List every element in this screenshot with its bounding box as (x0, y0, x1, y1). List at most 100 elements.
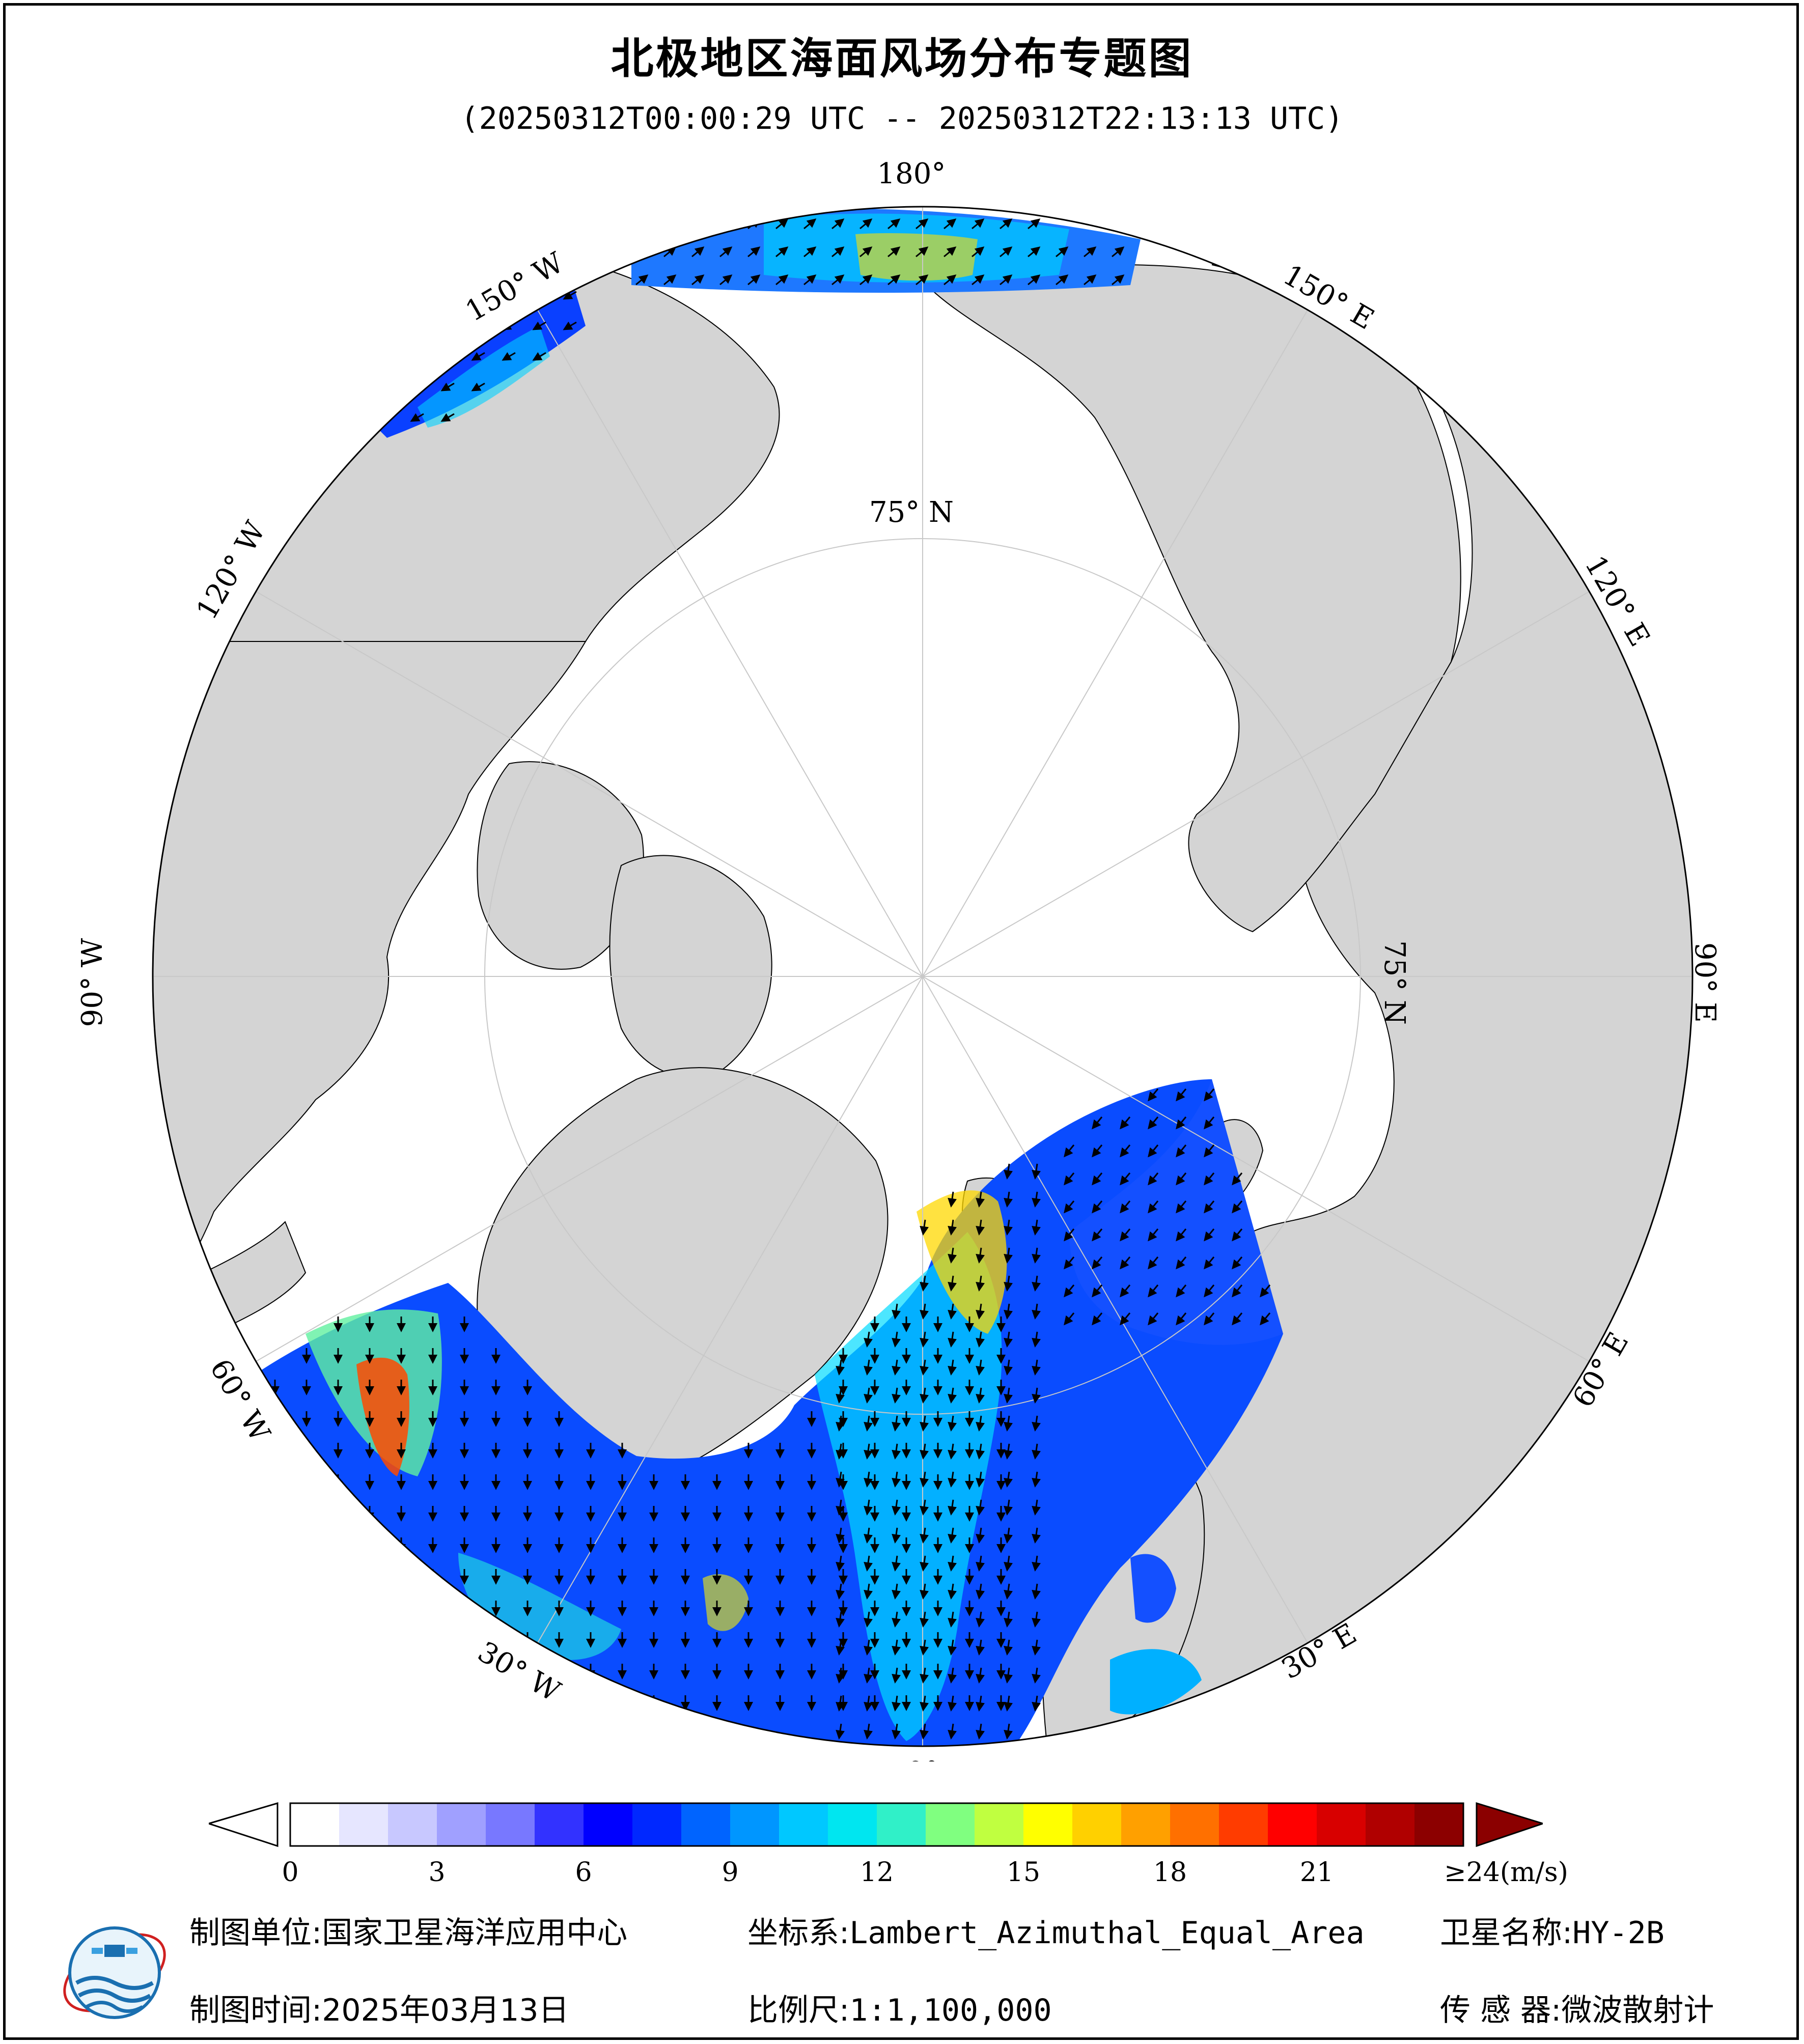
wind-arrow (1004, 1695, 1013, 1712)
wind-arrow (892, 1639, 901, 1656)
wind-arrow (948, 1247, 957, 1264)
wind-arrow (948, 1303, 957, 1320)
wind-arrow (864, 1499, 873, 1516)
colorbar-tick: 6 (575, 1857, 592, 1888)
wind-arrow (1120, 1200, 1131, 1214)
wind-arrow (920, 1499, 929, 1516)
wind-arrow (948, 1583, 957, 1600)
wind-arrow (887, 246, 901, 258)
wind-arrow (864, 1527, 873, 1544)
wind-arrow (976, 1583, 985, 1600)
wind-arrow (1092, 1228, 1103, 1242)
wind-arrow (892, 1611, 901, 1628)
colorbar-cell (828, 1803, 877, 1846)
canadian-archipelago-land (477, 761, 644, 970)
colorbar-tick: 15 (1006, 1857, 1041, 1888)
satellite-value: HY-2B (1572, 1915, 1664, 1951)
wind-arrow (920, 1611, 929, 1628)
wind-arrow (1032, 1639, 1041, 1656)
wind-arrow (892, 1415, 901, 1432)
wind-arrow (948, 1331, 957, 1348)
wind-arrow (1004, 1163, 1013, 1180)
swath-norwegian-yellow (703, 1574, 748, 1631)
wind-arrow (1232, 1284, 1243, 1298)
wind-arrow (1004, 1527, 1013, 1544)
wind-arrow (1204, 1312, 1215, 1326)
lon-label-180: 180° (877, 157, 946, 190)
wind-arrow (719, 218, 733, 230)
graticule (153, 207, 1692, 1746)
nsoas-logo (63, 1926, 166, 2019)
wind-arrow (1032, 1555, 1041, 1572)
wind-arrow (1176, 1228, 1187, 1242)
wind-arrow (920, 1695, 929, 1712)
scale-value: 1:1,100,000 (849, 1993, 1052, 2028)
colorbar-cell (486, 1803, 535, 1846)
wind-arrow (1004, 1667, 1013, 1684)
satellite-label: 卫星名称: (1440, 1915, 1573, 1951)
wind-arrow (1004, 1359, 1013, 1376)
sensor-label: 传 感 器: (1440, 1993, 1562, 2028)
latitude-labels: 75° N 75° N (869, 496, 1411, 1025)
wind-arrow (1004, 1639, 1013, 1656)
wind-arrow (943, 274, 957, 286)
colorbar-cell (730, 1803, 780, 1846)
wind-arrow (440, 413, 455, 422)
colorbar-cell (1023, 1803, 1073, 1846)
wind-arrow (864, 1611, 873, 1628)
lon-label-0: 0° (906, 1756, 939, 1761)
wind-arrow (948, 1443, 957, 1460)
wind-arrow (1092, 1312, 1103, 1326)
scale-label: 比例尺: (747, 1993, 850, 2028)
wind-arrow (864, 1471, 873, 1488)
wind-arrow (976, 1667, 985, 1684)
wind-arrow (1004, 1583, 1013, 1600)
colorbar-cell (1366, 1803, 1415, 1846)
wind-arrow (1084, 246, 1097, 258)
wind-arrow (1004, 1275, 1013, 1292)
crs-value: Lambert_Azimuthal_Equal_Area (849, 1915, 1365, 1951)
wind-arrow (803, 218, 817, 230)
wind-arrow (1148, 1172, 1159, 1186)
wind-arrow (1204, 1172, 1215, 1186)
wind-arrow (836, 1359, 845, 1376)
wind-arrow (1064, 1312, 1075, 1326)
wind-arrow (920, 1667, 929, 1684)
wind-arrow (836, 1583, 845, 1600)
wind-arrow (892, 1583, 901, 1600)
wind-arrow (691, 218, 705, 230)
colorbar-cell (1414, 1803, 1464, 1846)
wind-arrow (836, 1639, 845, 1656)
wind-arrow (948, 1611, 957, 1628)
wind-arrow (1000, 274, 1013, 286)
wind-arrow (864, 1387, 873, 1404)
wind-arrow (471, 352, 485, 361)
colorbar-tick: 0 (282, 1857, 299, 1888)
wind-arrow (976, 1303, 985, 1320)
polar-map[interactable]: 180° 150° W 120° W 90° W 60° W 30° W 0° … (0, 0, 1804, 1761)
wind-arrow (864, 1415, 873, 1432)
colorbar-outline (289, 1802, 1464, 1847)
wind-arrow (440, 382, 455, 391)
crs-label: 坐标系: (747, 1915, 850, 1951)
date-label: 制图时间: (189, 1993, 322, 2028)
wind-arrow (892, 1443, 901, 1460)
colorbar-cell (632, 1803, 682, 1846)
wind-arrow (803, 274, 817, 286)
wind-arrow (1176, 1312, 1187, 1326)
wind-arrow (1056, 274, 1069, 286)
wind-arrow (836, 1527, 845, 1544)
wind-arrow (892, 1723, 901, 1740)
wind-arrow (948, 1527, 957, 1544)
wind-arrow (920, 1303, 929, 1320)
colorbar-cell (877, 1803, 926, 1846)
wind-arrow (410, 382, 424, 391)
crs-info: 坐标系:Lambert_Azimuthal_Equal_Area (747, 1908, 1365, 1952)
wind-arrow (943, 218, 957, 230)
wind-arrow (887, 274, 901, 286)
swath-north-sea (1110, 1649, 1202, 1715)
wind-arrow (948, 1387, 957, 1404)
wind-arrow (976, 1723, 985, 1740)
wind-arrow (1032, 1219, 1041, 1236)
figure-frame (3, 3, 1799, 2040)
